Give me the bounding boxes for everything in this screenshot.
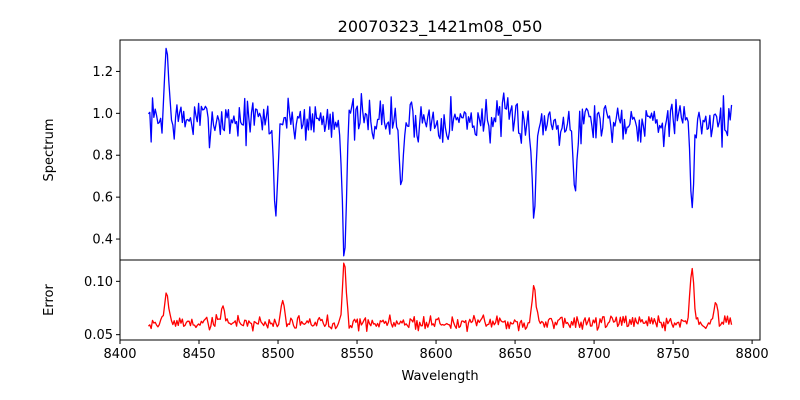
error-x-tick-label: 8750: [657, 347, 690, 362]
spectrum-y-ticks: 0.4 0.6 0.8 1.0 1.2: [92, 65, 120, 248]
error-panel: 0.05 0.10 8400 8450 8500 8550 8600 8650 8700 875…: [42, 259, 769, 384]
error-y-tick-label: 0.10: [84, 275, 113, 290]
error-x-tick-label: 8500: [261, 347, 294, 362]
spectrum-y-tick-label: 1.2: [92, 65, 113, 80]
error-x-tick-label: 8450: [182, 347, 215, 362]
error-x-tick-label: 8550: [340, 347, 373, 362]
error-axes-frame: [119, 259, 761, 341]
error-x-tick-label: 8400: [103, 347, 136, 362]
error-x-tick-label: 8600: [420, 347, 453, 362]
error-y-ticks: 0.05 0.10: [84, 275, 120, 343]
error-x-ticks: 8400 8450 8500 8550 8600 8650 8700 8750 8800: [103, 340, 769, 362]
error-y-axis-label: Error: [42, 284, 57, 316]
error-y-tick-label: 0.05: [84, 328, 113, 343]
spectrum-y-tick-label: 0.4: [92, 233, 113, 248]
error-line: [147, 262, 733, 333]
spectrum-y-tick-label: 1.0: [92, 107, 113, 122]
spectrum-line: [147, 47, 733, 257]
error-x-tick-label: 8700: [578, 347, 611, 362]
error-x-tick-label: 8650: [499, 347, 532, 362]
spectrum-y-tick-label: 0.6: [92, 191, 113, 206]
spectrum-y-axis-label: Spectrum: [42, 119, 57, 182]
error-x-tick-label: 8800: [736, 347, 769, 362]
spectrum-y-tick-label: 0.8: [92, 149, 113, 164]
x-axis-label: Wavelength: [401, 369, 478, 384]
chart-title: 20070323_1421m08_050: [338, 17, 543, 37]
